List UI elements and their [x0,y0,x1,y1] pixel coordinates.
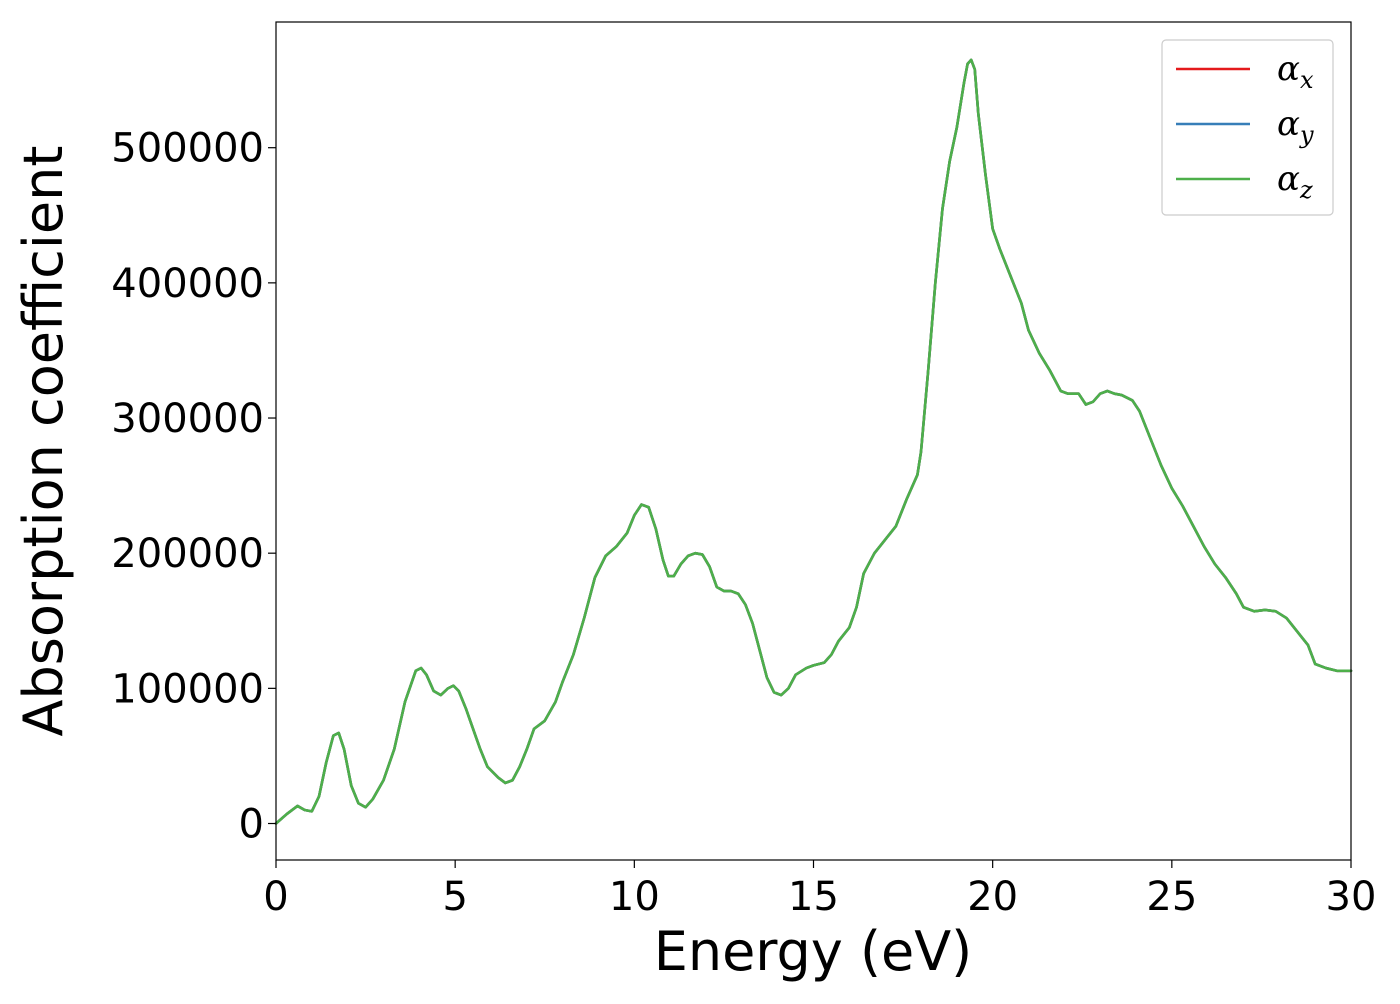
x-tick-label: 0 [263,874,288,920]
x-tick-label: 5 [442,874,467,920]
legend-box [1161,39,1334,216]
y-axis-title: Absorption coefficient [12,146,75,737]
y-tick-label: 0 [239,802,264,848]
y-axis: 0 100000 200000 300000 400000 500000 [111,126,276,848]
series-line-2 [274,58,1353,825]
legend-label-subscript: z [1299,176,1313,204]
y-tick-label: 400000 [111,261,264,307]
y-tick-label: 300000 [111,396,264,442]
y-tick-label: 100000 [111,666,264,712]
x-tick-label: 25 [1146,874,1197,920]
series-layer [274,58,1353,825]
x-tick-label: 30 [1326,874,1377,920]
x-axis: 0 5 10 15 20 25 30 [263,860,1376,920]
y-tick-label: 500000 [111,126,264,172]
x-tick-label: 10 [609,874,660,920]
legend-label-subscript: y [1299,121,1314,149]
x-tick-label: 20 [967,874,1018,920]
legend-label-subscript: x [1300,66,1314,94]
x-tick-label: 15 [788,874,839,920]
x-axis-title: Energy (eV) [654,920,973,983]
y-tick-label: 200000 [111,531,264,577]
